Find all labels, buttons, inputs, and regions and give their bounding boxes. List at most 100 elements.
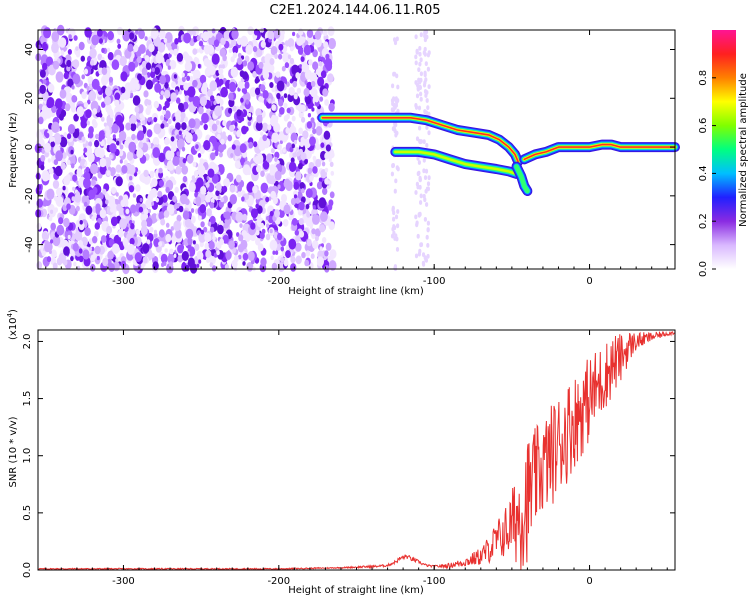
spectrogram-noise-cell (58, 37, 67, 48)
spectrogram-noise-cell (297, 28, 304, 36)
spectrogram-streak-cell (417, 160, 421, 165)
spectrogram-noise-cell (281, 134, 288, 143)
spectrogram-noise-cell (320, 70, 327, 79)
spectrogram-streak-cell (427, 50, 431, 56)
spectrogram-noise-cell (318, 61, 323, 67)
spectrogram-ridge-1-layer-4 (394, 150, 518, 176)
spectrogram-noise-cell (58, 217, 64, 225)
spectrogram-noise-cell (288, 238, 297, 250)
spectrogram-noise-cell (312, 49, 318, 58)
spectrogram-noise-cell (193, 69, 201, 81)
spectrogram-streak-cell (394, 178, 398, 184)
spectrogram-streak-cell (423, 72, 427, 78)
spectrogram-streak-cell (419, 96, 423, 102)
spectrogram-noise-cell (165, 222, 170, 228)
spectrogram-noise-cell (256, 165, 262, 173)
spectrogram-noise-cell (153, 229, 158, 235)
spectrogram-noise-cell (293, 194, 298, 199)
spectrogram-noise-cell (140, 225, 148, 236)
spectrogram-noise-cell (104, 125, 110, 132)
spectrogram-noise-cell (304, 138, 311, 149)
spectrogram-noise-cell (262, 160, 270, 170)
spectrogram-noise-cell (295, 171, 302, 181)
spectrogram-noise-cell (275, 71, 281, 78)
spectrogram-streak-cell (423, 197, 427, 203)
spectrogram-noise-cell (176, 134, 180, 140)
spectrogram-noise-cell (156, 195, 164, 206)
spectrogram-noise-cell (163, 210, 170, 218)
spectrogram-noise-cell (220, 37, 226, 46)
spectrogram-streak-cell (415, 181, 419, 187)
spectrogram-noise-cell (288, 161, 297, 172)
spectrogram-noise-cell (141, 60, 147, 68)
spectrogram-noise-cell (193, 37, 197, 43)
spectrogram-noise-cell (314, 96, 319, 103)
spectrogram-noise-cell (83, 101, 89, 108)
spectrogram-noise-cell (174, 210, 178, 215)
spectrogram-noise-cell (150, 70, 156, 79)
spectrogram-noise-cell (167, 45, 172, 51)
spectrogram-x-axis: -300 -200 -100 0 (45, 30, 668, 287)
spectrogram-noise-cell (52, 262, 58, 270)
spectrogram-noise-cell (143, 208, 149, 215)
spectrogram-noise-cell (308, 59, 313, 66)
spectrogram-noise-cell (270, 255, 274, 260)
spectrogram-noise-cell (91, 179, 96, 187)
spectrogram-noise-cell (100, 235, 107, 243)
spectrogram-noise-cell (171, 144, 177, 152)
spectrogram-noise-cell (164, 100, 170, 109)
spectrogram-noise-cell (237, 191, 242, 198)
spectrogram-streak-cell (395, 247, 400, 252)
spectrogram-noise-cell (210, 152, 216, 161)
spectrogram-noise-cell (50, 141, 55, 148)
snr-y-label: SNR (10 * v/v) (8, 416, 19, 487)
spectrogram-noise-cell (265, 196, 270, 203)
snr-y-tick-label: 1.5 (22, 391, 33, 407)
spectrogram-noise-cell (266, 173, 275, 184)
spectrogram-noise-cell (266, 216, 270, 221)
spectrogram-noise-cell (215, 190, 220, 197)
spectrogram-noise-cell (188, 120, 193, 126)
spectrogram-noise-cell (187, 257, 195, 268)
spectrogram-noise-cell (49, 136, 55, 142)
spectrogram-noise-cell (222, 120, 227, 127)
colorbar-ticks: 0.0 0.2 0.4 0.6 0.8 (698, 70, 716, 277)
spectrogram-noise-cell (102, 188, 107, 195)
spectrogram-noise-cell (277, 184, 281, 189)
spectrogram-noise-cell (76, 106, 85, 118)
spectrogram-streak-cell (423, 33, 427, 39)
spectrogram-noise-cell (55, 71, 64, 83)
spectrogram-noise-cell (240, 35, 249, 47)
spectrogram-streak-cell (394, 132, 398, 138)
spectrogram-noise-cell (71, 196, 76, 202)
spectrogram-noise-cell (209, 202, 215, 209)
spectrogram-noise-cell (152, 147, 161, 159)
spectrogram-noise-cell (212, 235, 216, 241)
spectrogram-noise-cell (109, 154, 113, 160)
spectrogram-noise-cell (314, 235, 319, 242)
spectrogram-noise-cell (192, 161, 197, 167)
spectrogram-noise-cell (309, 136, 316, 146)
spectrogram-noise-cell (269, 58, 275, 65)
spectrogram-noise-cell (325, 62, 333, 71)
spectrogram-noise-cell (252, 71, 257, 78)
colorbar-tick-label: 0.0 (698, 261, 709, 277)
spectrogram-noise-cell (94, 139, 100, 148)
spectrogram-noise-cell (81, 160, 85, 165)
spectrogram-noise-cell (62, 185, 66, 191)
spectrogram-noise-cell (101, 75, 109, 86)
spectrogram-noise-cell (317, 250, 324, 259)
colorbar-gradient (712, 30, 736, 269)
spectrogram-noise-cell (160, 253, 168, 264)
snr-x-axis: -300 -200 -100 0 (45, 330, 668, 587)
spectrogram-noise-cell (276, 92, 281, 100)
spectrogram-noise-cell (267, 98, 272, 104)
spectrogram-streak-cell (427, 175, 431, 181)
spectrogram-noise-cell (242, 252, 249, 261)
spectrogram-noise-cell (175, 229, 182, 239)
spectrogram-streak-cell (417, 105, 422, 111)
spectrogram-noise-cell (113, 235, 121, 245)
spectrogram-noise-cell (258, 96, 263, 103)
spectrogram-noise-cell (311, 80, 316, 88)
spectrogram-streak-cell (414, 60, 418, 66)
